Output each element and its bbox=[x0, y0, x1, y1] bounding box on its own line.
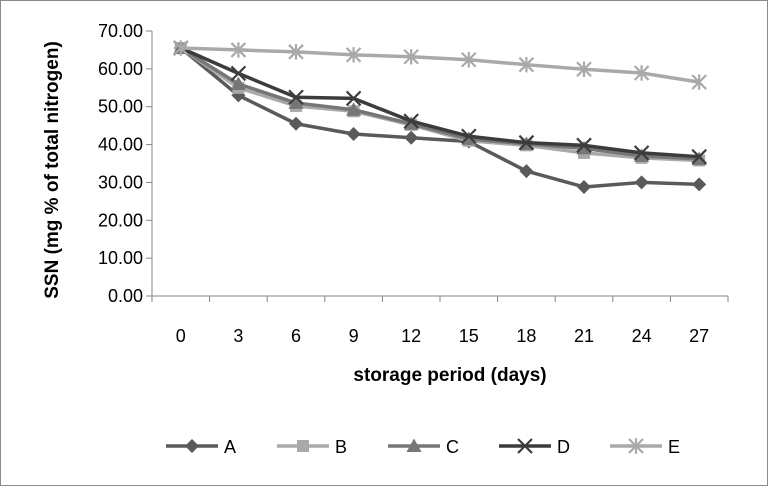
series-c-point bbox=[576, 140, 592, 155]
y-tick-label: 50.00 bbox=[98, 97, 143, 117]
y-tick-label: 70.00 bbox=[98, 21, 143, 41]
x-tick-label: 27 bbox=[689, 326, 709, 346]
series-a-point bbox=[634, 175, 649, 190]
series-a-point bbox=[577, 179, 591, 194]
legend-marker-c bbox=[406, 438, 422, 452]
x-tick-label: 3 bbox=[233, 326, 243, 346]
series-a-point bbox=[404, 130, 419, 145]
series-d-line bbox=[180, 46, 700, 159]
x-tick-label: 21 bbox=[574, 326, 594, 346]
y-tick-label: 20.00 bbox=[98, 210, 143, 230]
legend-item-a: A bbox=[166, 437, 236, 457]
legend-label-b: B bbox=[335, 437, 347, 457]
x-tick-label: 15 bbox=[459, 326, 479, 346]
y-tick-labels: 0.00 10.00 20.00 30.00 40.00 50.00 60.00 70.00 bbox=[98, 21, 152, 306]
series-a-point bbox=[692, 177, 707, 192]
x-tick-label: 24 bbox=[632, 326, 652, 346]
legend-marker-d bbox=[517, 438, 533, 454]
series-e-point bbox=[691, 74, 707, 90]
x-tick-labels: 0 3 6 9 12 15 18 21 24 27 bbox=[151, 296, 729, 346]
x-tick-label: 18 bbox=[516, 326, 536, 346]
legend-label-a: A bbox=[224, 437, 236, 457]
series-e-point bbox=[576, 61, 592, 78]
series-a bbox=[173, 41, 707, 194]
series-e bbox=[173, 40, 707, 90]
x-tick-label: 12 bbox=[401, 326, 421, 346]
series-d-point bbox=[288, 89, 304, 106]
series-e-point bbox=[173, 40, 189, 56]
legend-item-e: E bbox=[610, 437, 680, 457]
legend-item-c: C bbox=[388, 437, 459, 457]
series-e-line bbox=[180, 46, 700, 84]
legend: A B C D E bbox=[166, 437, 680, 457]
series-c-point bbox=[288, 95, 304, 109]
legend-marker-e bbox=[628, 438, 644, 454]
y-axis-title: SSN (mg % of total nitrogen) bbox=[42, 41, 63, 299]
y-tick-label: 10.00 bbox=[98, 248, 143, 268]
legend-marker-a bbox=[185, 439, 199, 453]
x-tick-label: 0 bbox=[176, 326, 186, 346]
series-d-point bbox=[461, 128, 477, 145]
series-e-point bbox=[518, 56, 535, 73]
series-a-point bbox=[346, 126, 361, 141]
series-c-point bbox=[230, 76, 246, 90]
y-tick-label: 60.00 bbox=[98, 59, 143, 79]
series-lines bbox=[173, 40, 707, 194]
x-tick-label: 6 bbox=[291, 326, 301, 346]
series-e-point bbox=[345, 47, 362, 63]
series-d-point bbox=[403, 113, 419, 129]
x-tick-label: 9 bbox=[349, 326, 359, 346]
series-c-point bbox=[346, 102, 362, 116]
series-e-point bbox=[633, 65, 650, 81]
series-e-point bbox=[461, 51, 477, 68]
series-d-point bbox=[518, 134, 535, 151]
series-d-point bbox=[345, 90, 362, 107]
series-c-line bbox=[179, 46, 700, 161]
series-a-point bbox=[289, 116, 303, 131]
y-tick-label: 40.00 bbox=[98, 135, 143, 155]
legend-label-e: E bbox=[668, 437, 680, 457]
y-tick-label: 30.00 bbox=[98, 172, 143, 192]
y-tick-label: 0.00 bbox=[108, 286, 143, 306]
legend-item-b: B bbox=[277, 437, 347, 457]
series-e-point bbox=[230, 42, 247, 58]
series-a-line bbox=[179, 46, 700, 189]
legend-label-c: C bbox=[446, 437, 459, 457]
series-c-point bbox=[634, 148, 650, 162]
x-axis-title: storage period (days) bbox=[353, 365, 546, 386]
series-e-point bbox=[288, 44, 304, 60]
series-d-point bbox=[633, 145, 650, 161]
legend-marker-b bbox=[297, 440, 309, 452]
legend-label-d: D bbox=[557, 437, 570, 457]
series-e-point bbox=[403, 48, 419, 65]
legend-item-d: D bbox=[499, 437, 570, 457]
series-d-point bbox=[576, 137, 592, 154]
series-d-point bbox=[691, 148, 707, 165]
series-d-point bbox=[230, 65, 247, 82]
series-a-point bbox=[519, 164, 534, 179]
